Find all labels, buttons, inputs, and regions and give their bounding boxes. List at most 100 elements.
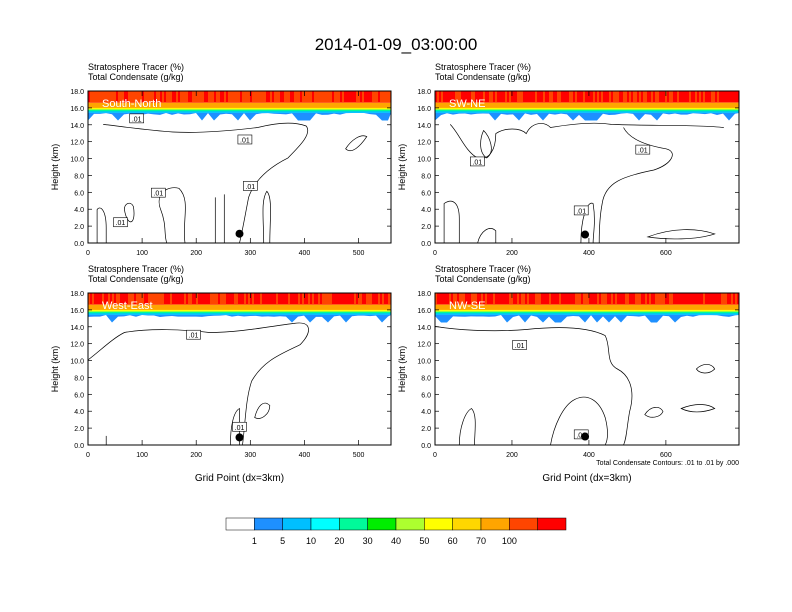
tracer-streak <box>681 293 683 304</box>
tracer-streak <box>98 293 100 304</box>
tracer-streak <box>619 293 621 304</box>
contour-label-box <box>237 134 253 145</box>
tracer-streak <box>595 91 597 102</box>
condensate-contour <box>345 135 368 152</box>
tracer-streak <box>126 91 128 102</box>
tracer-streak <box>533 91 535 102</box>
tracer-band <box>435 293 739 305</box>
y-tick-label: 16.0 <box>70 308 84 315</box>
tracer-streak <box>727 293 729 304</box>
tracer-streak <box>567 91 569 102</box>
y-tick-label: 0.0 <box>421 241 431 248</box>
tracer-streak <box>192 293 194 304</box>
x-tick-label: 600 <box>660 452 672 459</box>
panel: Stratosphere Tracer (%)Total Condensate … <box>397 62 740 257</box>
tracer-streak <box>142 91 144 102</box>
tracer-streak <box>599 293 601 304</box>
tracer-streak <box>290 293 292 304</box>
tracer-streak <box>691 91 693 102</box>
tracer-streak <box>306 293 308 304</box>
condensate-contour <box>477 228 497 243</box>
tracer-streak <box>258 293 260 304</box>
tracer-streak <box>737 91 739 102</box>
condensate-contour <box>88 322 309 445</box>
tracer-streak <box>573 293 575 304</box>
tracer-streak <box>729 91 731 102</box>
tracer-streak <box>721 91 723 102</box>
tracer-streak <box>585 91 587 102</box>
y-tick-label: 12.0 <box>70 342 84 349</box>
plot-frame <box>434 90 740 244</box>
tracer-streak <box>599 91 601 102</box>
tracer-streak <box>174 293 176 304</box>
tracer-streak <box>605 91 607 102</box>
x-tick-label: 400 <box>299 452 311 459</box>
panel-subtitle-condensate: Total Condensate (g/kg) <box>435 72 531 82</box>
panel: Stratosphere Tracer (%)Total Condensate … <box>397 264 740 484</box>
tracer-field <box>88 91 391 243</box>
tracer-streak <box>619 91 621 102</box>
contour-label: .01 <box>153 191 163 198</box>
tracer-streak <box>354 91 356 102</box>
tracer-streak <box>268 293 270 304</box>
x-tick-label: 500 <box>353 452 365 459</box>
tracer-streak <box>705 91 707 102</box>
tracer-streak <box>477 293 479 304</box>
condensate-contour <box>598 127 673 243</box>
x-tick-label: 400 <box>583 452 595 459</box>
x-tick-label: 0 <box>433 250 437 257</box>
tracer-streak <box>344 91 346 102</box>
panel-label: South-North <box>102 98 161 110</box>
tracer-streak <box>579 91 581 102</box>
tracer-streak <box>186 293 188 304</box>
contour-label-box <box>573 205 589 216</box>
tracer-streak <box>106 293 108 304</box>
tracer-streak <box>154 91 156 102</box>
tracer-streak <box>457 293 459 304</box>
condensate-contour <box>103 122 308 243</box>
tracer-streak <box>675 91 677 102</box>
tracer-streak <box>449 91 451 102</box>
y-tick-label: 6.0 <box>74 392 84 399</box>
tracer-streak <box>256 293 258 304</box>
contour-label-box <box>232 421 247 432</box>
tracer-streak <box>497 91 499 102</box>
condensate-contour <box>480 129 492 159</box>
tracer-streak <box>707 293 709 304</box>
contour-label: .01 <box>132 116 142 123</box>
contour-note: Total Condensate Contours: .01 to .01 by… <box>596 460 739 467</box>
tracer-streak <box>346 91 348 102</box>
tracer-streak <box>481 91 483 102</box>
contour-label: .01 <box>235 425 245 432</box>
tracer-streak <box>352 91 354 102</box>
tracer-streak <box>519 293 521 304</box>
tracer-streak <box>607 293 609 304</box>
tracer-streak <box>727 91 729 102</box>
tracer-streak <box>701 91 703 102</box>
tracer-streak <box>463 91 465 102</box>
tracer-streak <box>533 293 535 304</box>
tracer-streak <box>479 293 481 304</box>
tracer-streak <box>176 293 178 304</box>
tracer-streak <box>491 293 493 304</box>
tracer-streak <box>461 91 463 102</box>
tracer-streak <box>232 293 234 304</box>
tracer-streak <box>529 91 531 102</box>
tracer-streak <box>451 293 453 304</box>
tracer-streak <box>124 91 126 102</box>
tracer-streak <box>465 293 467 304</box>
colorbar-tick-label: 70 <box>476 536 486 546</box>
tracer-streak <box>360 91 362 102</box>
tracer-streak <box>647 293 649 304</box>
y-tick-label: 10.0 <box>70 359 84 366</box>
y-tick-label: 18.0 <box>417 291 431 298</box>
y-tick-label: 6.0 <box>421 190 431 197</box>
tracer-streak <box>537 91 539 102</box>
tracer-streak <box>314 293 316 304</box>
tracer-streak <box>603 91 605 102</box>
tracer-streak <box>653 293 655 304</box>
condensate-contour <box>435 326 633 445</box>
tracer-streak <box>312 91 314 102</box>
tracer-streak <box>499 293 501 304</box>
y-tick-label: 0.0 <box>421 443 431 450</box>
